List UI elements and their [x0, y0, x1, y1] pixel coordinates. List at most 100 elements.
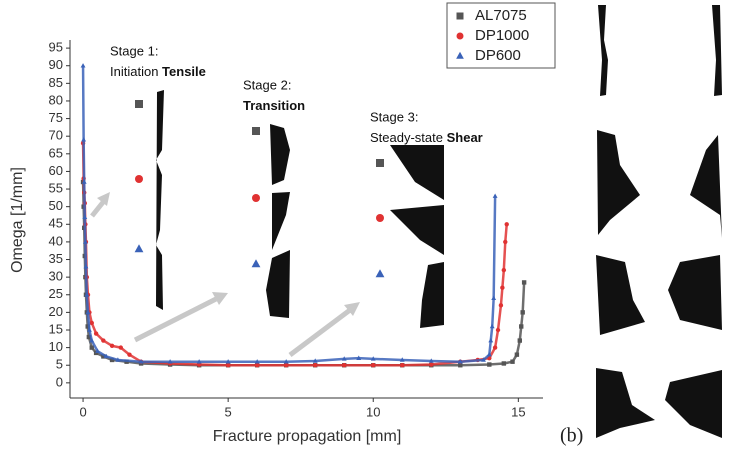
- data-point: [371, 363, 376, 368]
- y-tick-label: 95: [49, 40, 63, 55]
- data-point: [521, 280, 527, 285]
- data-point: [457, 359, 463, 364]
- y-tick-label: 25: [49, 286, 63, 301]
- legend-label: AL7075: [475, 7, 527, 24]
- data-point: [84, 292, 90, 297]
- data-point: [283, 359, 289, 364]
- legend-label: DP1000: [475, 27, 529, 44]
- y-tick-label: 80: [49, 92, 63, 107]
- data-point: [93, 350, 99, 356]
- data-point: [81, 179, 87, 184]
- data-point: [87, 327, 92, 332]
- data-point: [313, 363, 318, 368]
- data-point: [356, 355, 362, 360]
- data-point: [89, 345, 94, 350]
- annotation-text: Initiation: [110, 64, 162, 79]
- arrow: [288, 308, 352, 357]
- data-point: [488, 337, 494, 343]
- arrowhead: [97, 192, 110, 206]
- legend-label: DP600: [475, 47, 521, 64]
- series-trace: [81, 181, 526, 367]
- arrow: [90, 199, 106, 218]
- data-point: [370, 356, 376, 361]
- y-tick-label: 70: [49, 128, 63, 143]
- arrows: [90, 192, 360, 357]
- data-point: [254, 359, 260, 364]
- inset-marker: [252, 194, 260, 202]
- data-point: [138, 359, 144, 364]
- inset-marker: [134, 244, 144, 253]
- annotation-emphasis: Transition: [243, 98, 305, 113]
- annotation: Stage 3:: [370, 109, 418, 124]
- y-tick-label: 40: [49, 233, 63, 248]
- y-axis-title: Omega [1/mm]: [9, 167, 26, 273]
- data-point: [399, 357, 405, 362]
- data-point: [520, 310, 525, 315]
- annotation-emphasis: Shear: [447, 130, 483, 145]
- y-tick-label: 10: [49, 339, 63, 354]
- y-tick-label: 85: [49, 75, 63, 90]
- series-trace: [81, 65, 497, 363]
- data-point: [498, 303, 504, 308]
- data-point: [504, 222, 509, 227]
- y-tick-label: 15: [49, 321, 63, 336]
- data-point: [491, 295, 497, 301]
- inset-shape: [266, 124, 290, 318]
- data-point: [428, 358, 434, 363]
- data-point: [283, 363, 289, 368]
- y-tick-label: 30: [49, 269, 63, 284]
- data-point: [458, 363, 463, 368]
- specimen-shape: [597, 130, 722, 238]
- x-axis-title: Fracture propagation [mm]: [213, 428, 402, 445]
- arrowhead: [212, 292, 228, 305]
- arrow: [133, 296, 218, 343]
- data-point: [489, 323, 495, 329]
- annotation-text: Steady-state: [370, 130, 447, 145]
- data-point: [517, 338, 522, 343]
- data-point: [503, 239, 508, 245]
- x-tick-label: 5: [225, 404, 232, 419]
- data-point: [85, 309, 91, 315]
- data-point: [167, 359, 173, 364]
- x-tick-label: 10: [366, 404, 380, 419]
- data-point: [95, 348, 100, 353]
- annotation: Stage 2:: [243, 77, 291, 92]
- data-point: [101, 354, 106, 359]
- inset-marker: [135, 175, 143, 183]
- data-point: [103, 353, 109, 359]
- data-point: [89, 337, 95, 343]
- data-point: [519, 324, 524, 329]
- panel-label: (b): [560, 425, 583, 447]
- data-point: [109, 357, 115, 363]
- y-tick-label: 90: [49, 57, 63, 72]
- data-point: [510, 359, 515, 364]
- data-point: [101, 338, 106, 343]
- legend-marker: [456, 12, 464, 20]
- y-tick-label: 0: [56, 374, 63, 389]
- y-tick-label: 65: [49, 145, 63, 160]
- inset-marker: [375, 269, 385, 278]
- data-point: [487, 362, 492, 367]
- y-tick-label: 45: [49, 216, 63, 231]
- inset-marker: [251, 259, 261, 268]
- data-point: [312, 358, 318, 363]
- data-point: [85, 324, 90, 329]
- y-tick-label: 60: [49, 163, 63, 178]
- x-tick-label: 0: [79, 404, 86, 419]
- data-point: [115, 357, 121, 362]
- inset-shape: [390, 145, 444, 328]
- specimen-shape: [596, 255, 722, 335]
- y-tick-label: 5: [56, 357, 63, 372]
- data-point: [481, 357, 486, 362]
- data-point: [501, 361, 507, 366]
- data-point: [495, 327, 501, 333]
- data-point: [82, 239, 88, 244]
- inset-marker: [376, 159, 384, 167]
- data-point: [109, 343, 115, 349]
- legend-marker: [456, 32, 464, 40]
- data-point: [196, 359, 202, 364]
- data-point: [83, 263, 89, 269]
- arrowhead: [344, 302, 360, 316]
- data-point: [118, 345, 123, 350]
- inset-marker: [376, 214, 384, 222]
